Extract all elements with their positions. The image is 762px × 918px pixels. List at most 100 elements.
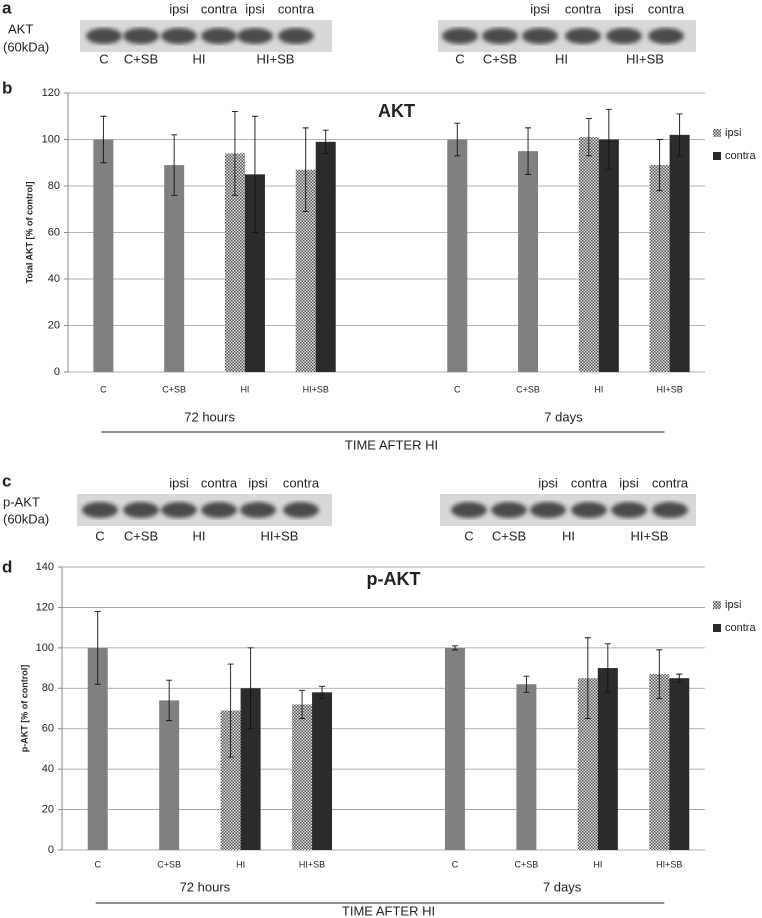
panel-label: a [2, 0, 12, 17]
legend-label: contra [725, 622, 756, 634]
error-bar [656, 139, 663, 192]
error-bar [525, 127, 532, 175]
lane-bottom-label: C [99, 51, 108, 66]
error-bar [302, 127, 309, 213]
bar [669, 134, 690, 372]
y-tick-label: 80 [48, 180, 60, 192]
blot-band [82, 502, 118, 518]
bar [292, 704, 313, 850]
blot-band [648, 28, 684, 44]
bar [240, 688, 261, 850]
group-label: 72 hours [180, 879, 231, 894]
error-bar [319, 685, 326, 699]
error-bar [605, 108, 612, 171]
x-tick-label: C+SB [516, 384, 540, 394]
x-tick-label: HI [593, 859, 602, 869]
x-tick-label: C+SB [162, 384, 186, 394]
blot-band [606, 28, 642, 44]
lane-top-label: contra [652, 475, 689, 490]
error-bar [251, 115, 258, 233]
error-bar [299, 689, 306, 720]
blot-band [611, 502, 647, 518]
error-bar [231, 111, 238, 196]
lane-top-label: contra [201, 475, 238, 490]
lane-bottom-label: HI [193, 51, 206, 66]
y-tick-label: 60 [42, 723, 54, 735]
bar [224, 153, 245, 372]
lane-top-label: ipsi [619, 475, 639, 490]
y-tick-label: 0 [48, 844, 54, 856]
lane-bottom-label: HI [555, 51, 568, 66]
lane-top-label: contra [565, 1, 602, 16]
y-tick-label: 120 [36, 601, 54, 613]
lane-top-label: ipsi [169, 1, 189, 16]
error-bar [451, 645, 458, 651]
x-tick-label: HI+SB [299, 859, 325, 869]
error-bar [585, 118, 592, 157]
y-tick-label: 40 [48, 273, 60, 285]
group-label: 7 days [543, 879, 582, 894]
blot-size: (60kDa) [3, 511, 49, 526]
x-axis-title: TIME AFTER HI [345, 437, 438, 452]
legend-swatch [713, 601, 721, 609]
lane-bottom-label: C [455, 51, 464, 66]
blot-protein: p-AKT [3, 494, 40, 509]
bar [598, 139, 619, 372]
bar [220, 710, 241, 850]
blot-band [442, 28, 478, 44]
x-tick-label: HI [236, 859, 245, 869]
blot-band [237, 28, 273, 44]
blot-size: (60kDa) [3, 39, 49, 54]
x-tick-label: HI+SB [303, 384, 329, 394]
bar [518, 151, 539, 372]
x-tick-label: C [94, 859, 101, 869]
y-tick-label: 100 [36, 642, 54, 654]
lane-bottom-label: C+SB [124, 528, 158, 543]
bar [669, 678, 690, 850]
bar [159, 700, 180, 850]
lane-bottom-label: HI+SB [626, 51, 664, 66]
blot-band [652, 502, 688, 518]
lane-bottom-label: C [95, 528, 104, 543]
error-bar [227, 663, 234, 758]
bar [295, 169, 316, 372]
lane-bottom-label: C+SB [483, 51, 517, 66]
y-tick-label: 120 [42, 87, 60, 99]
error-bar [322, 129, 329, 154]
blot-protein: AKT [8, 21, 33, 36]
y-tick-label: 140 [36, 561, 54, 573]
x-tick-label: C+SB [157, 859, 181, 869]
group-label: 72 hours [184, 409, 235, 424]
bar [649, 165, 670, 372]
error-bar [676, 673, 683, 683]
lane-top-label: ipsi [248, 475, 268, 490]
lane-top-label: ipsi [245, 1, 265, 16]
blot-band [571, 502, 607, 518]
lane-top-label: contra [283, 475, 320, 490]
legend-swatch [713, 129, 721, 137]
lane-top-label: contra [201, 1, 238, 16]
bar [649, 674, 670, 850]
lane-bottom-label: HI+SB [257, 51, 295, 66]
bar [93, 139, 114, 372]
bar [516, 684, 537, 850]
blot-band [201, 28, 237, 44]
chart-title: p-AKT [367, 569, 421, 589]
y-axis-label: Total AKT [% of control] [24, 182, 34, 284]
blot-band [278, 28, 314, 44]
x-tick-label: C+SB [515, 859, 539, 869]
lane-top-label: ipsi [169, 475, 189, 490]
lane-top-label: contra [278, 1, 315, 16]
bar [164, 165, 185, 372]
lane-top-label: contra [571, 475, 608, 490]
lane-bottom-label: C+SB [124, 51, 158, 66]
blot-band [161, 502, 197, 518]
x-tick-label: C [454, 384, 461, 394]
x-tick-label: HI [240, 384, 249, 394]
panel-label: b [2, 78, 12, 97]
group-label: 7 days [544, 409, 583, 424]
error-bar [94, 611, 101, 685]
y-tick-label: 100 [42, 133, 60, 145]
error-bar [454, 122, 461, 157]
